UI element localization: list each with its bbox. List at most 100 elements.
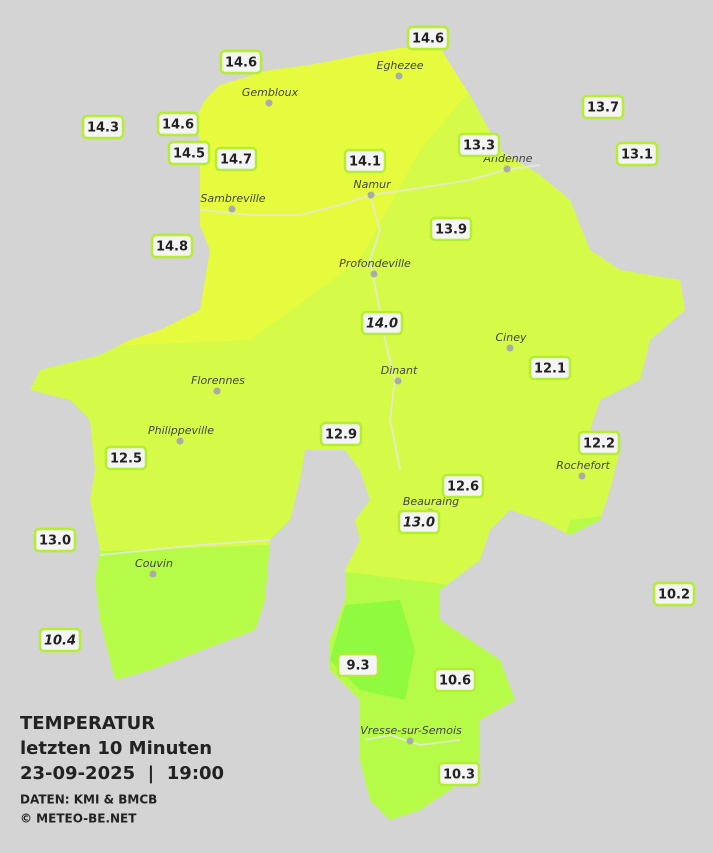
- station-box: [437, 761, 481, 787]
- station-temp: 14.6: [225, 56, 257, 71]
- city-label: Eghezee: [377, 59, 424, 72]
- station: 14.7: [214, 146, 258, 172]
- station-temp: 13.1: [621, 148, 653, 163]
- station: 14.8: [150, 233, 194, 259]
- station: 10.4: [38, 627, 82, 653]
- station-box: [528, 355, 572, 381]
- city-dot: [578, 472, 586, 480]
- station: 9.3: [336, 652, 380, 678]
- city-label: Gembloux: [242, 86, 299, 99]
- station: 13.7: [581, 94, 625, 120]
- station-temp: 13.0: [39, 534, 71, 549]
- station-temp: 12.2: [583, 437, 615, 452]
- station-box: [581, 94, 625, 120]
- station-box: [577, 430, 621, 456]
- station-temp: 13.7: [587, 101, 619, 116]
- station-temp: 12.5: [110, 452, 142, 467]
- station-box: [397, 509, 441, 535]
- city-label: Couvin: [135, 557, 173, 570]
- station-box: [457, 132, 501, 158]
- station: 13.9: [429, 216, 473, 242]
- station: 12.6: [441, 473, 485, 499]
- station-temp: 14.6: [162, 118, 194, 133]
- city-label: Rochefort: [556, 459, 610, 472]
- station: 14.3: [81, 114, 125, 140]
- station-temp: 13.9: [435, 223, 467, 238]
- station-box: [429, 216, 473, 242]
- station-box: [38, 627, 82, 653]
- station-box: [214, 146, 258, 172]
- city-dot: [406, 737, 414, 745]
- city-label: Florennes: [191, 374, 245, 387]
- station-box: [360, 310, 404, 336]
- station-temp: 12.6: [447, 480, 479, 495]
- station-box: [81, 114, 125, 140]
- station: 13.0: [33, 527, 77, 553]
- station: 12.2: [577, 430, 621, 456]
- station-temp: 14.8: [156, 240, 188, 255]
- station-box: [219, 49, 263, 75]
- station-temp: 14.6: [412, 32, 444, 47]
- station: 14.0: [360, 310, 404, 336]
- copyright: © METEO-BE.NET: [20, 812, 137, 826]
- station-temp: 9.3: [346, 659, 369, 674]
- stations: 14.6 14.6 14.3 14.6 14.5 14.7 14.1 13.3 13.7 13.1…: [33, 25, 696, 787]
- station-temp: 10.2: [658, 588, 690, 603]
- subtitle: letzten 10 Minuten: [20, 738, 212, 759]
- station-box: [319, 421, 363, 447]
- station-temp: 10.6: [439, 674, 471, 689]
- station-box: [167, 140, 211, 166]
- city-dot: [265, 99, 273, 107]
- city-label: Namur: [353, 178, 392, 191]
- station-temp: 14.7: [220, 153, 252, 168]
- city-dot: [228, 205, 236, 213]
- station-box: [336, 652, 380, 678]
- station-box: [615, 141, 659, 167]
- source: DATEN: KMI & BMCB: [20, 793, 157, 807]
- station: 14.5: [167, 140, 211, 166]
- datetime: 23-09-2025 | 19:00: [20, 763, 224, 784]
- station: 14.6: [406, 25, 450, 51]
- city-label: Beauraing: [403, 495, 459, 508]
- station: 12.5: [104, 445, 148, 471]
- title: TEMPERATUR: [20, 713, 155, 734]
- station: 13.3: [457, 132, 501, 158]
- city-label: Sambreville: [200, 192, 265, 205]
- station-temp: 14.1: [349, 155, 381, 170]
- station-box: [441, 473, 485, 499]
- city-dot: [370, 270, 378, 278]
- city-label: Vresse-sur-Semois: [360, 724, 462, 737]
- station-box: [406, 25, 450, 51]
- city-label: Ciney: [496, 331, 527, 344]
- city-label: Philippeville: [148, 424, 214, 437]
- station-box: [433, 667, 477, 693]
- cities: EghezeeGemblouxAndenneNamurSambrevillePr…: [135, 59, 610, 745]
- city-dot: [213, 387, 221, 395]
- station: 13.1: [615, 141, 659, 167]
- station: 10.2: [652, 581, 696, 607]
- city-dot: [506, 344, 514, 352]
- station-temp: 10.3: [443, 768, 475, 783]
- city-dot: [395, 72, 403, 80]
- station-temp: 12.9: [325, 428, 357, 443]
- station-temp: 13.0: [403, 516, 435, 531]
- city-dot: [367, 191, 375, 199]
- station-box: [156, 111, 200, 137]
- station: 13.0: [397, 509, 441, 535]
- station-box: [33, 527, 77, 553]
- station: 12.9: [319, 421, 363, 447]
- station-temp: 12.1: [534, 362, 566, 377]
- station: 14.6: [156, 111, 200, 137]
- station-temp: 10.4: [44, 634, 76, 649]
- city-label: Dinant: [381, 364, 418, 377]
- station-temp: 13.3: [463, 139, 495, 154]
- station: 12.1: [528, 355, 572, 381]
- station-box: [150, 233, 194, 259]
- city-dot: [394, 377, 402, 385]
- city-dot: [176, 437, 184, 445]
- station-temp: 14.5: [173, 147, 205, 162]
- station: 10.6: [433, 667, 477, 693]
- station-box: [343, 148, 387, 174]
- station-box: [104, 445, 148, 471]
